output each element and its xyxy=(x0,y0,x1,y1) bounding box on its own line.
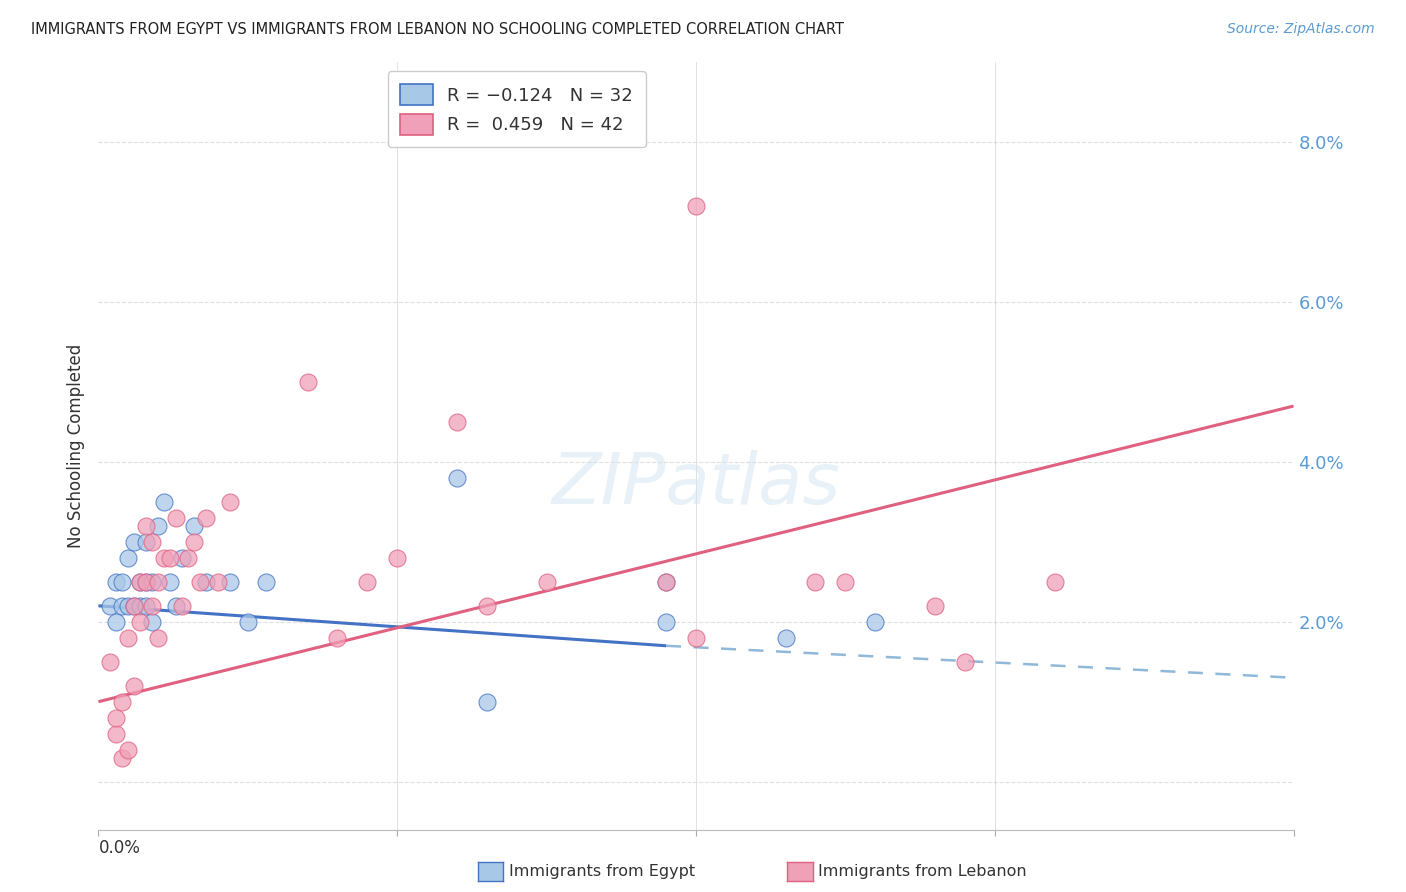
Point xyxy=(135,534,157,549)
Point xyxy=(141,615,163,629)
Point xyxy=(124,599,146,613)
Point xyxy=(159,574,181,589)
Point xyxy=(105,615,128,629)
Point xyxy=(1043,574,1066,589)
Point xyxy=(924,599,946,613)
Point xyxy=(135,599,157,613)
Text: ZIPatlas: ZIPatlas xyxy=(551,450,841,519)
Point xyxy=(129,615,152,629)
Point xyxy=(183,519,205,533)
Point xyxy=(655,574,678,589)
Point xyxy=(177,550,200,565)
Point xyxy=(141,599,163,613)
Point xyxy=(165,511,187,525)
Point xyxy=(446,415,468,429)
Point xyxy=(135,574,157,589)
Point xyxy=(195,574,218,589)
Point xyxy=(148,574,170,589)
Point xyxy=(385,550,409,565)
Point xyxy=(124,534,146,549)
Point xyxy=(117,599,139,613)
Point xyxy=(117,550,139,565)
Point xyxy=(105,726,128,740)
Point xyxy=(153,495,176,509)
Point xyxy=(129,599,152,613)
Point xyxy=(219,495,242,509)
Point xyxy=(536,574,558,589)
Point xyxy=(297,375,319,389)
Point xyxy=(148,631,170,645)
Point xyxy=(135,574,157,589)
Point xyxy=(356,574,378,589)
Point xyxy=(219,574,242,589)
Point xyxy=(129,574,152,589)
Point xyxy=(153,550,176,565)
Point xyxy=(148,519,170,533)
Point xyxy=(834,574,856,589)
Point xyxy=(165,599,187,613)
Point xyxy=(475,599,498,613)
Point xyxy=(207,574,229,589)
Point xyxy=(105,574,128,589)
Point xyxy=(141,534,163,549)
Text: Immigrants from Lebanon: Immigrants from Lebanon xyxy=(818,864,1026,879)
Point xyxy=(111,750,134,764)
Point xyxy=(172,550,194,565)
Legend: R = −0.124   N = 32, R =  0.459   N = 42: R = −0.124 N = 32, R = 0.459 N = 42 xyxy=(388,71,645,147)
Point xyxy=(254,574,277,589)
Point xyxy=(195,511,218,525)
Point xyxy=(685,631,707,645)
Point xyxy=(111,695,134,709)
Point xyxy=(117,742,139,756)
Point xyxy=(655,615,678,629)
Point xyxy=(172,599,194,613)
Point xyxy=(98,655,122,669)
Point xyxy=(135,519,157,533)
Text: IMMIGRANTS FROM EGYPT VS IMMIGRANTS FROM LEBANON NO SCHOOLING COMPLETED CORRELAT: IMMIGRANTS FROM EGYPT VS IMMIGRANTS FROM… xyxy=(31,22,844,37)
Point xyxy=(117,631,139,645)
Point xyxy=(124,599,146,613)
Point xyxy=(775,631,797,645)
Point xyxy=(105,711,128,725)
Point xyxy=(129,574,152,589)
Point xyxy=(111,574,134,589)
Point xyxy=(141,574,163,589)
Point xyxy=(124,679,146,693)
Text: 0.0%: 0.0% xyxy=(98,838,141,856)
Point xyxy=(188,574,211,589)
Point xyxy=(446,471,468,485)
Point xyxy=(953,655,976,669)
Point xyxy=(475,695,498,709)
Point xyxy=(804,574,827,589)
Point xyxy=(159,550,181,565)
Point xyxy=(865,615,887,629)
Point xyxy=(685,199,707,213)
Point xyxy=(98,599,122,613)
Y-axis label: No Schooling Completed: No Schooling Completed xyxy=(67,344,86,548)
Text: Source: ZipAtlas.com: Source: ZipAtlas.com xyxy=(1227,22,1375,37)
Point xyxy=(236,615,259,629)
Point xyxy=(326,631,349,645)
Point xyxy=(655,574,678,589)
Point xyxy=(183,534,205,549)
Point xyxy=(111,599,134,613)
Text: Immigrants from Egypt: Immigrants from Egypt xyxy=(509,864,695,879)
